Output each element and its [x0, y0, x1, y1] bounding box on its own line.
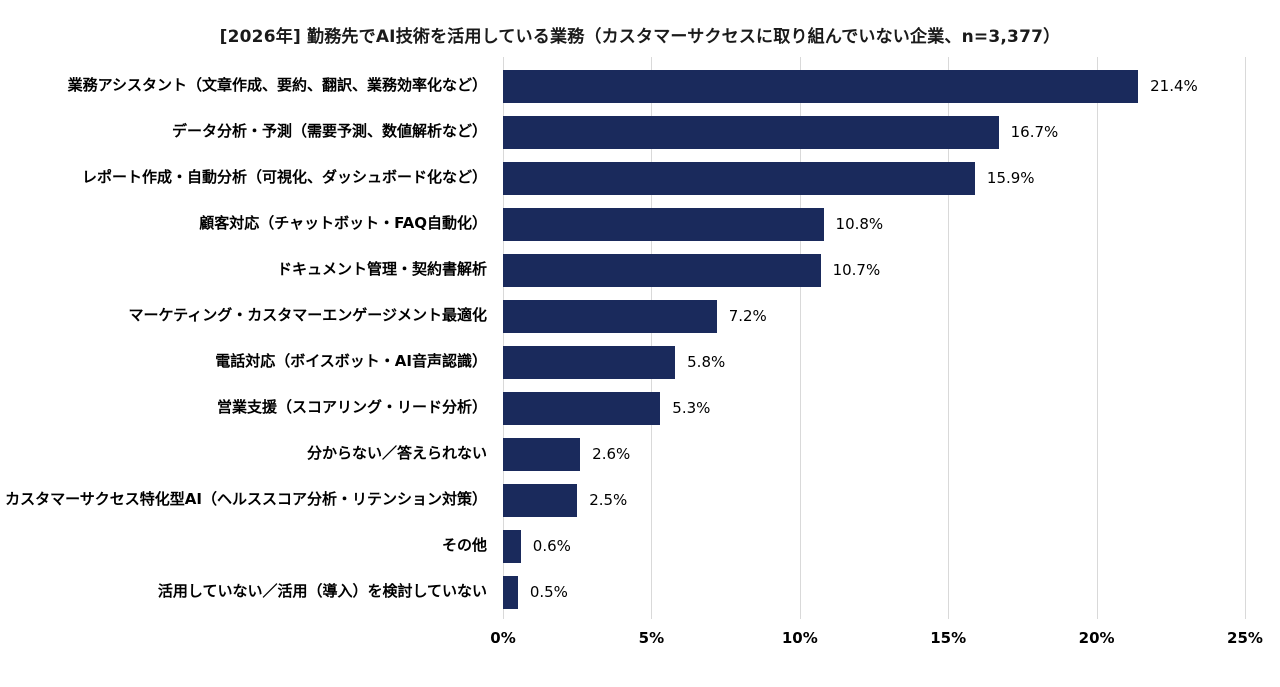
chart-row: ドキュメント管理・契約書解析 10.7% — [0, 247, 1280, 293]
value-label: 5.3% — [672, 399, 711, 417]
bar — [503, 575, 518, 609]
x-axis: 0% 5% 10% 15% 20% 25% — [490, 629, 1263, 655]
bar-track: 5.8% — [503, 345, 1245, 379]
value-label: 5.8% — [687, 353, 726, 371]
category-label: その他 — [441, 536, 487, 555]
x-tick-label: 25% — [1227, 629, 1263, 647]
bar — [503, 437, 581, 471]
value-label: 7.2% — [728, 307, 767, 325]
chart-row: マーケティング・カスタマーエンゲージメント最適化 7.2% — [0, 293, 1280, 339]
category-label: 業務アシスタント（文章作成、要約、翻訳、業務効率化など） — [67, 76, 487, 95]
bar-track: 16.7% — [503, 115, 1245, 149]
x-tick-label: 5% — [638, 629, 665, 647]
chart-row: 顧客対応（チャットボット・FAQ自動化） 10.8% — [0, 201, 1280, 247]
bar-track: 5.3% — [503, 391, 1245, 425]
category-label: カスタマーサクセス特化型AI（ヘルススコア分析・リテンション対策） — [5, 490, 487, 509]
category-label: 営業支援（スコアリング・リード分析） — [216, 398, 487, 417]
gridline — [503, 57, 504, 619]
value-label: 21.4% — [1150, 77, 1198, 95]
chart-row: カスタマーサクセス特化型AI（ヘルススコア分析・リテンション対策） 2.5% — [0, 477, 1280, 523]
bar — [503, 529, 521, 563]
bar — [503, 69, 1139, 103]
chart-row: 電話対応（ボイスボット・AI音声認識） 5.8% — [0, 339, 1280, 385]
value-label: 0.5% — [529, 583, 568, 601]
bar-track: 0.5% — [503, 575, 1245, 609]
bar — [503, 253, 821, 287]
category-label: レポート作成・自動分析（可視化、ダッシュボード化など） — [81, 168, 487, 187]
category-label: データ分析・予測（需要予測、数値解析など） — [171, 122, 487, 141]
bar — [503, 299, 717, 333]
chart-row: 業務アシスタント（文章作成、要約、翻訳、業務効率化など） 21.4% — [0, 63, 1280, 109]
chart-row: 営業支援（スコアリング・リード分析） 5.3% — [0, 385, 1280, 431]
chart-row: 分からない／答えられない 2.6% — [0, 431, 1280, 477]
bar — [503, 345, 676, 379]
x-tick-label: 20% — [1078, 629, 1115, 647]
gridline — [948, 57, 950, 619]
value-label: 15.9% — [986, 169, 1035, 187]
category-label: 活用していない／活用（導入）を検討していない — [157, 582, 487, 601]
bar-track: 2.6% — [503, 437, 1245, 471]
category-label: 分からない／答えられない — [306, 444, 487, 463]
gridline — [651, 57, 653, 619]
x-tick-label: 10% — [781, 629, 818, 647]
bar-track: 7.2% — [503, 299, 1245, 333]
category-label: 顧客対応（チャットボット・FAQ自動化） — [199, 214, 487, 233]
category-label: マーケティング・カスタマーエンゲージメント最適化 — [128, 306, 487, 325]
chart-row: レポート作成・自動分析（可視化、ダッシュボード化など） 15.9% — [0, 155, 1280, 201]
bar — [503, 391, 661, 425]
bar-track: 10.7% — [503, 253, 1245, 287]
gridline — [799, 57, 801, 619]
x-tick-label: 0% — [490, 629, 516, 647]
bar-track: 2.5% — [503, 483, 1245, 517]
bar-chart: 業務アシスタント（文章作成、要約、翻訳、業務効率化など） 21.4% データ分析… — [0, 57, 1280, 655]
bar — [503, 161, 975, 195]
value-label: 2.5% — [589, 491, 628, 509]
value-label: 10.8% — [835, 215, 884, 233]
chart-row: その他 0.6% — [0, 523, 1280, 569]
bar-track: 10.8% — [503, 207, 1245, 241]
value-label: 0.6% — [532, 537, 571, 555]
value-label: 10.7% — [832, 261, 881, 279]
bar-track: 21.4% — [503, 69, 1245, 103]
bar — [503, 115, 999, 149]
value-label: 2.6% — [592, 445, 631, 463]
chart-title: [2026年] 勤務先でAI技術を活用している業務（カスタマーサクセスに取り組ん… — [219, 27, 1061, 47]
bar — [503, 483, 578, 517]
gridline — [1096, 57, 1098, 619]
x-tick-label: 15% — [930, 629, 967, 647]
bar-track: 15.9% — [503, 161, 1245, 195]
category-label: 電話対応（ボイスボット・AI音声認識） — [215, 352, 487, 371]
chart-row: データ分析・予測（需要予測、数値解析など） 16.7% — [0, 109, 1280, 155]
chart-rows: 業務アシスタント（文章作成、要約、翻訳、業務効率化など） 21.4% データ分析… — [0, 63, 1280, 615]
gridline — [1245, 57, 1246, 619]
gridlines-layer — [503, 57, 1246, 619]
bar — [503, 207, 824, 241]
bar-track: 0.6% — [503, 529, 1245, 563]
value-label: 16.7% — [1010, 123, 1059, 141]
category-label: ドキュメント管理・契約書解析 — [276, 260, 487, 279]
chart-row: 活用していない／活用（導入）を検討していない 0.5% — [0, 569, 1280, 615]
